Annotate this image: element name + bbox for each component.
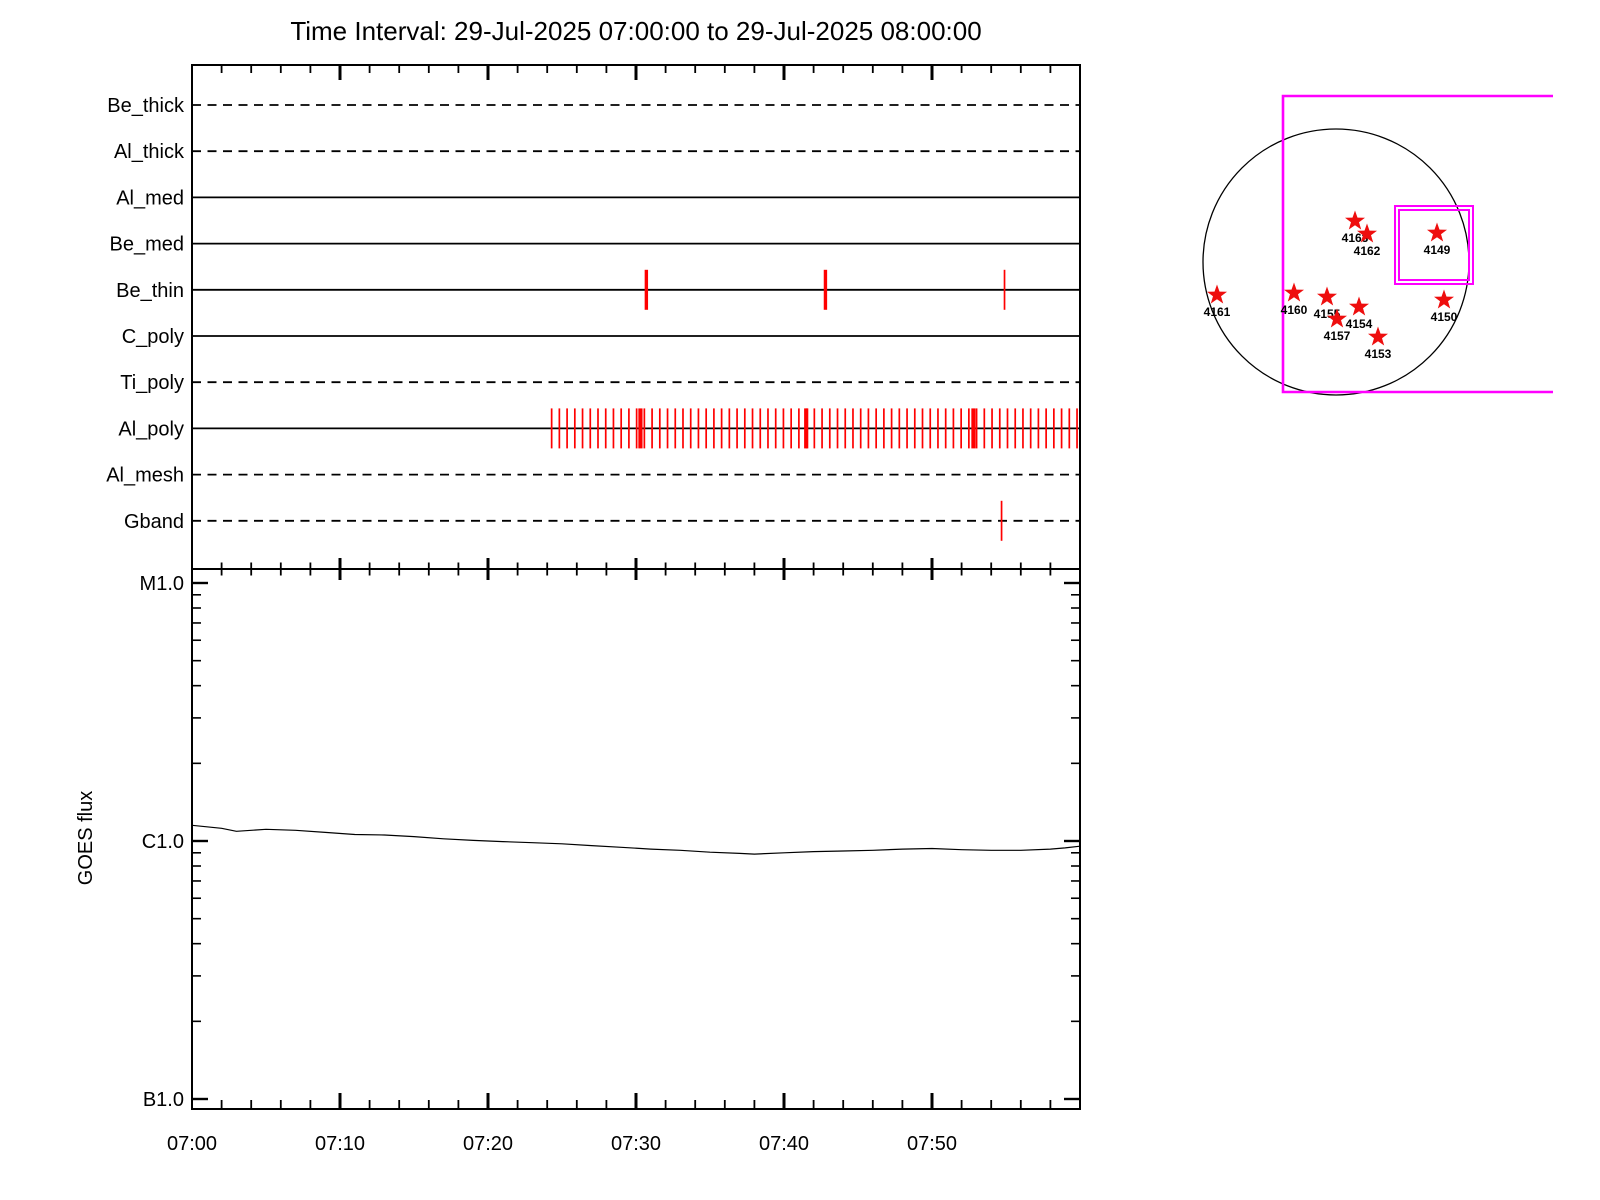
chart-title: Time Interval: 29-Jul-2025 07:00:00 to 2… xyxy=(290,16,982,46)
active-region-star-4153 xyxy=(1368,326,1388,346)
goes-panel-border xyxy=(191,568,1081,1110)
x-tick-label: 07:20 xyxy=(463,1133,513,1155)
active-region-label-4149: 4149 xyxy=(1424,243,1451,257)
solar-limb-circle xyxy=(1202,128,1470,396)
fov-box-large xyxy=(1281,94,1553,394)
active-region-star-4155 xyxy=(1317,286,1337,306)
x-tick-label: 07:00 xyxy=(167,1133,217,1155)
filter-label-al_mesh: Al_mesh xyxy=(106,465,184,487)
filter-label-be_thick: Be_thick xyxy=(107,95,185,117)
filter-label-be_med: Be_med xyxy=(110,234,185,256)
active-region-star-4149 xyxy=(1427,222,1447,242)
active-region-label-4153: 4153 xyxy=(1365,347,1392,361)
x-tick-label: 07:40 xyxy=(759,1133,809,1155)
active-region-label-4162: 4162 xyxy=(1354,244,1381,258)
active-region-star-4160 xyxy=(1284,282,1304,302)
goes-ylabel-c1.0: C1.0 xyxy=(142,831,184,853)
active-region-star-4162 xyxy=(1357,223,1377,243)
filter-label-al_thick: Al_thick xyxy=(114,141,185,163)
goes-flux-curve xyxy=(191,824,1081,855)
x-tick-label: 07:50 xyxy=(907,1133,957,1155)
fov-box-small-inner xyxy=(1398,209,1470,281)
filter-label-al_poly: Al_poly xyxy=(118,418,184,440)
x-tick-label: 07:30 xyxy=(611,1133,661,1155)
active-region-label-4157: 4157 xyxy=(1324,329,1351,343)
active-region-star-4154 xyxy=(1349,296,1369,316)
filter-label-al_med: Al_med xyxy=(116,187,184,209)
active-region-star-4157 xyxy=(1327,308,1347,328)
active-region-star-4150 xyxy=(1434,289,1454,309)
active-region-label-4160: 4160 xyxy=(1281,303,1308,317)
goes-ylabel-m1.0: M1.0 xyxy=(140,573,184,595)
filter-label-ti_poly: Ti_poly xyxy=(120,372,184,394)
filter-label-c_poly: C_poly xyxy=(122,326,184,348)
goes-axis-title: GOES flux xyxy=(75,791,97,885)
filter-label-be_thin: Be_thin xyxy=(116,280,184,302)
timeline-panel-border xyxy=(191,64,1081,570)
x-tick-label: 07:10 xyxy=(315,1133,365,1155)
active-region-label-4154: 4154 xyxy=(1346,317,1373,331)
active-region-star-4161 xyxy=(1207,284,1227,304)
active-region-label-4161: 4161 xyxy=(1204,305,1231,319)
active-region-label-4150: 4150 xyxy=(1431,310,1458,324)
fov-box-small-outer xyxy=(1394,205,1474,285)
active-region-star-4163 xyxy=(1345,210,1365,230)
goes-ylabel-b1.0: B1.0 xyxy=(143,1089,184,1111)
filter-label-gband: Gband xyxy=(124,511,184,533)
